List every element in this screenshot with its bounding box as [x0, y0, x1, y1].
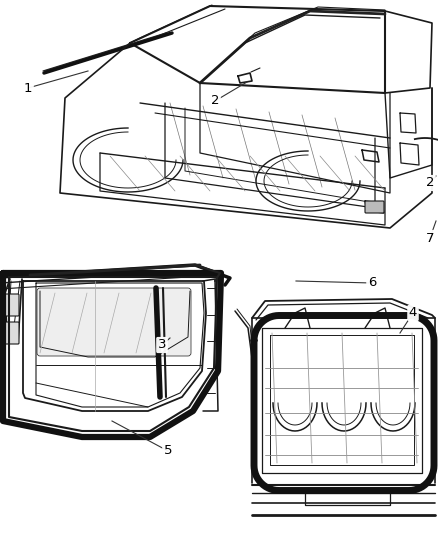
Text: 4: 4 — [409, 306, 417, 319]
Text: 2: 2 — [426, 176, 434, 190]
FancyBboxPatch shape — [37, 288, 191, 356]
Text: 7: 7 — [426, 231, 434, 245]
FancyBboxPatch shape — [0, 322, 19, 344]
FancyBboxPatch shape — [365, 201, 384, 213]
Text: 5: 5 — [164, 445, 172, 457]
Text: 1: 1 — [24, 82, 32, 94]
Text: 6: 6 — [368, 277, 376, 289]
Text: 3: 3 — [158, 338, 166, 351]
Text: 2: 2 — [211, 94, 219, 108]
FancyBboxPatch shape — [0, 294, 19, 316]
